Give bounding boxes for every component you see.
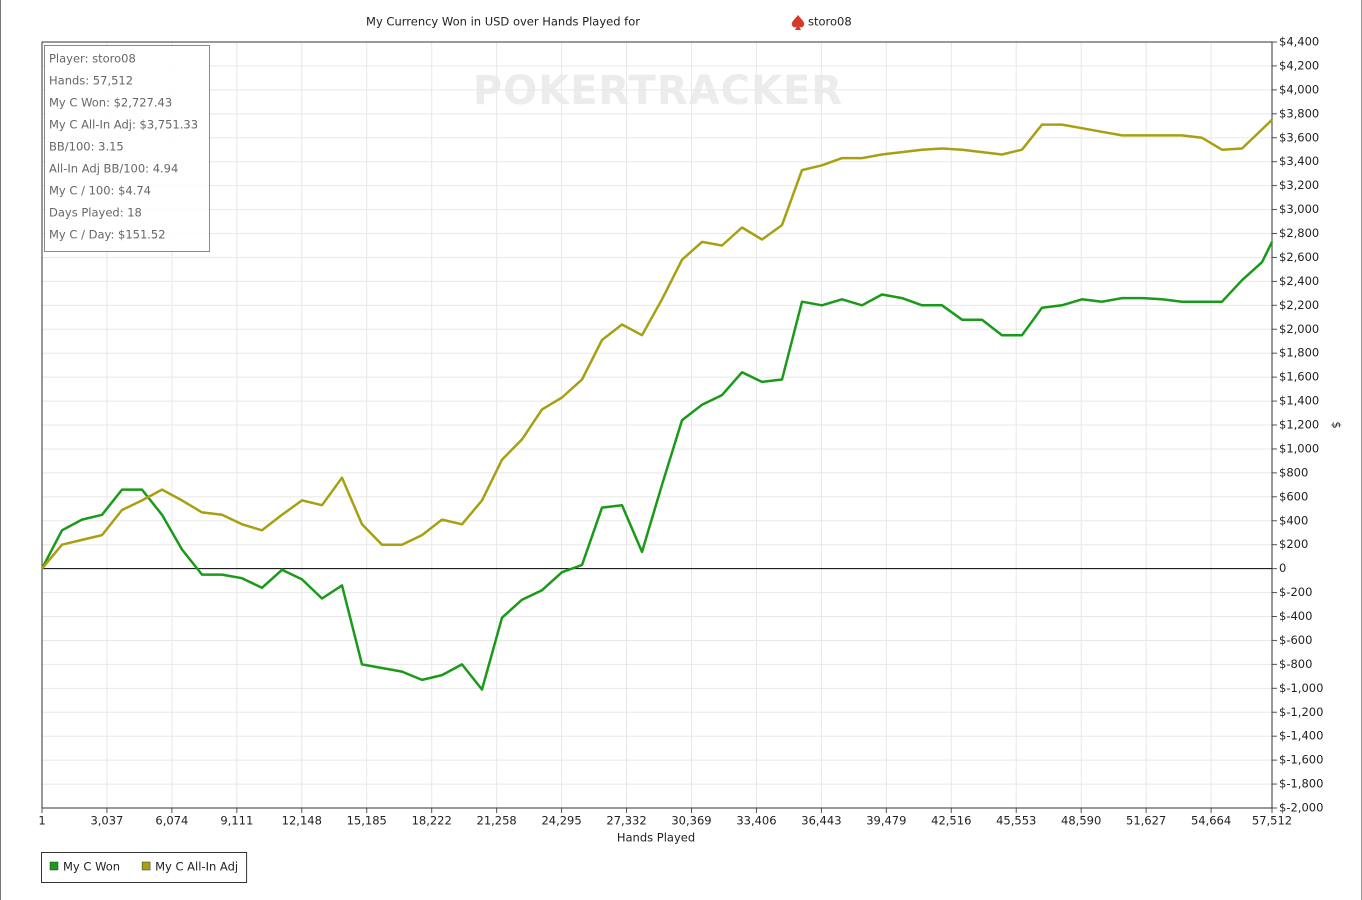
legend-swatch: [141, 861, 151, 871]
series-line: [40, 241, 1274, 691]
y-tick-label: $3,000: [1279, 202, 1319, 216]
y-axis-label: $: [1330, 421, 1344, 428]
y-tick-label: $3,800: [1279, 106, 1319, 120]
y-tick-label: $3,600: [1279, 130, 1319, 144]
x-tick-label: 57,512: [1252, 814, 1292, 828]
stats-line: All-In Adj BB/100: 4.94: [49, 162, 178, 176]
legend-swatch: [49, 861, 59, 871]
y-tick-label: $-600: [1279, 633, 1312, 647]
x-tick-label: 21,258: [477, 814, 517, 828]
x-tick-label: 3,037: [90, 814, 123, 828]
y-tick-label: $2,800: [1279, 226, 1319, 240]
y-tick-label: $-1,800: [1279, 777, 1323, 791]
x-tick-label: 27,332: [606, 814, 646, 828]
y-tick-label: $200: [1279, 537, 1308, 551]
y-tick-label: $1,600: [1279, 370, 1319, 384]
y-tick-label: $600: [1279, 489, 1308, 503]
y-tick-label: $-1,400: [1279, 729, 1323, 743]
x-tick-label: 42,516: [931, 814, 971, 828]
y-tick-label: $1,400: [1279, 394, 1319, 408]
y-tick-label: $4,200: [1279, 58, 1319, 72]
chart-title: My Currency Won in USD over Hands Played…: [366, 15, 640, 29]
x-tick-label: 51,627: [1126, 814, 1166, 828]
y-tick-label: $800: [1279, 465, 1308, 479]
x-tick-label: 45,553: [996, 814, 1036, 828]
y-tick-label: $1,000: [1279, 441, 1319, 455]
y-tick-label: $-1,000: [1279, 681, 1323, 695]
y-tick-label: $2,600: [1279, 250, 1319, 264]
y-tick-label: $-2,000: [1279, 801, 1323, 815]
title-player: storo08: [808, 15, 852, 29]
x-tick-label: 12,148: [282, 814, 322, 828]
grid: [41, 41, 1273, 809]
x-tick-label: 24,295: [541, 814, 581, 828]
y-tick-label: $1,200: [1279, 418, 1319, 432]
x-axis-label: Hands Played: [617, 831, 695, 845]
y-tick-label: $3,400: [1279, 154, 1319, 168]
stats-line: My C / Day: $151.52: [49, 228, 166, 242]
y-tick-label: 0: [1279, 561, 1286, 575]
y-tick-label: $2,200: [1279, 298, 1319, 312]
y-tick-label: $4,400: [1279, 35, 1319, 49]
stats-line: Player: storo08: [49, 52, 136, 66]
x-tick-label: 1: [38, 814, 45, 828]
x-tick-label: 30,369: [671, 814, 711, 828]
y-tick-label: $-200: [1279, 585, 1312, 599]
x-tick-label: 48,590: [1061, 814, 1101, 828]
y-tick-label: $2,400: [1279, 274, 1319, 288]
x-tick-label: 18,222: [412, 814, 452, 828]
x-tick-label: 36,443: [801, 814, 841, 828]
spade-icon: [791, 15, 805, 30]
stats-line: BB/100: 3.15: [49, 140, 124, 154]
x-tick-label: 9,111: [220, 814, 253, 828]
y-tick-label: $-800: [1279, 657, 1312, 671]
stats-box: Player: storo08 Hands: 57,512 My C Won: $2…: [44, 45, 210, 252]
series-line: [41, 118, 1273, 570]
stats-line: My C Won: $2,727.43: [49, 96, 172, 110]
x-tick-label: 33,406: [736, 814, 776, 828]
y-tick-label: $1,800: [1279, 346, 1319, 360]
y-tick-label: $-1,600: [1279, 753, 1323, 767]
y-tick-label: $400: [1279, 513, 1308, 527]
legend: My C Won My C All-In Adj: [41, 852, 248, 883]
stats-box-frame: [44, 45, 210, 252]
watermark: POKERTRACKER: [473, 68, 843, 114]
y-tick-label: $3,200: [1279, 178, 1319, 192]
x-tick-label: 54,664: [1191, 814, 1231, 828]
x-tick-label: 6,074: [155, 814, 188, 828]
y-tick-label: $-1,200: [1279, 705, 1323, 719]
y-tick-label: $-400: [1279, 609, 1312, 623]
legend-label: My C All-In Adj: [155, 860, 238, 874]
stats-line: Hands: 57,512: [49, 74, 133, 88]
x-tick-label: 15,185: [347, 814, 387, 828]
y-tick-label: $4,000: [1279, 82, 1319, 96]
y-tick-label: $2,000: [1279, 322, 1319, 336]
stats-line: My C / 100: $4.74: [49, 184, 151, 198]
plot-frame: [41, 41, 1273, 809]
legend-label: My C Won: [63, 860, 120, 874]
x-tick-label: 39,479: [866, 814, 906, 828]
stats-line: My C All-In Adj: $3,751.33: [49, 118, 198, 132]
stats-line: Days Played: 18: [49, 206, 142, 220]
